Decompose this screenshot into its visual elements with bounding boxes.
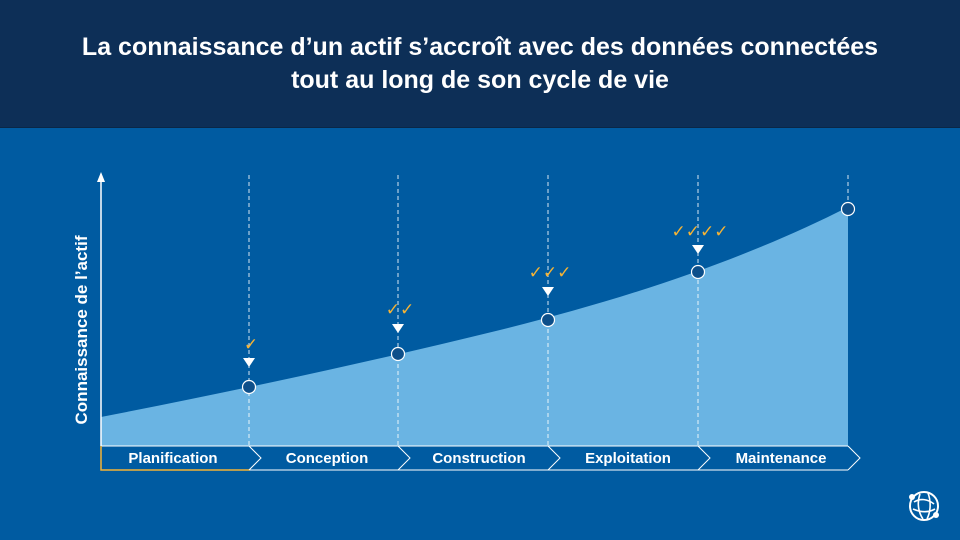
milestone-checks-1: ✓ — [244, 335, 258, 355]
phase-bar: Planification Conception Construction Ex… — [100, 445, 861, 471]
knowledge-area — [101, 207, 848, 446]
guide-lines — [248, 175, 849, 446]
phase-maintenance: Maintenance — [736, 450, 827, 467]
page-title: La connaissance d’un actif s’accroît ave… — [30, 31, 930, 97]
milestone-checks-4: ✓✓✓✓ — [672, 222, 729, 242]
milestone-marker-1 — [241, 379, 257, 395]
milestone-marker-2 — [390, 346, 406, 362]
milestone-marker-3 — [540, 312, 556, 328]
phase-construction: Construction — [432, 450, 525, 467]
y-axis-arrow — [97, 172, 105, 182]
phase-bar-background — [101, 446, 849, 470]
phase-1-border — [100, 446, 250, 471]
globe-logo-icon — [909, 491, 939, 521]
phase-planification: Planification — [128, 450, 217, 467]
phase-conception: Conception — [286, 450, 369, 467]
title-banner: La connaissance d’un actif s’accroît ave… — [0, 0, 960, 128]
phase-separator-3 — [547, 445, 561, 471]
milestone-marker-4 — [690, 264, 706, 280]
milestone-marker-5 — [840, 201, 856, 217]
milestone-checks-2: ✓✓ — [386, 300, 415, 320]
phase-separators — [248, 445, 861, 471]
milestone-arrow-1 — [243, 358, 255, 367]
milestone-markers — [241, 201, 856, 395]
milestone-arrow-2 — [392, 324, 404, 333]
milestone-arrows — [243, 245, 704, 367]
milestone-arrow-3 — [542, 287, 554, 296]
milestone-checks-3: ✓✓✓ — [529, 263, 572, 283]
phase-exploitation: Exploitation — [585, 450, 671, 467]
title-line-1: La connaissance d’un actif s’accroît ave… — [81, 32, 879, 61]
title-line-2: tout au long de son cycle de vie — [291, 65, 669, 94]
phase-separator-2 — [397, 445, 411, 471]
milestone-checks: ✓ ✓✓ ✓✓✓ ✓✓✓✓ — [244, 222, 729, 355]
y-axis-label: Connaissance de l’actif — [72, 235, 91, 425]
milestone-arrow-4 — [692, 245, 704, 254]
phase-separator-4 — [697, 445, 711, 471]
phase-end-chevron — [847, 445, 861, 471]
phase-separator-1 — [248, 445, 262, 471]
